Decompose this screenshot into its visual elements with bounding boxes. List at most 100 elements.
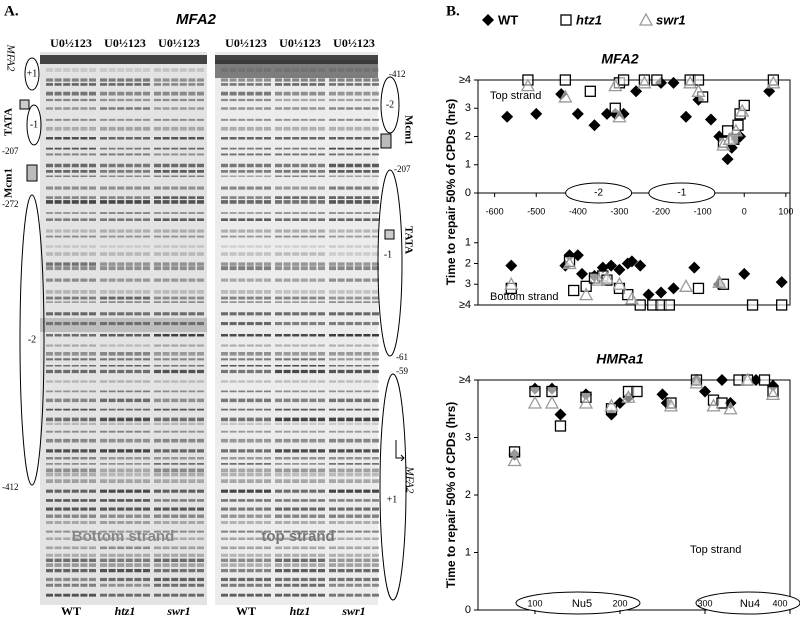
- y-tick-label: ≥4: [459, 74, 471, 86]
- position-label: -412: [389, 69, 406, 79]
- annotation: Top strand: [490, 90, 541, 102]
- point: [704, 113, 717, 126]
- x-tick-label: 200: [612, 598, 627, 608]
- element-label: TATA: [3, 108, 15, 136]
- point: [558, 89, 573, 103]
- nucleosome: [695, 591, 800, 615]
- point: [554, 420, 567, 432]
- point: [663, 398, 679, 412]
- x-tick-label: -600: [486, 206, 504, 216]
- nucleosome: [24, 57, 40, 91]
- point: [692, 74, 705, 86]
- nucleosome-label: -1: [30, 119, 38, 130]
- x-tick-label: -500: [527, 206, 545, 216]
- y-tick-label: 1: [465, 546, 471, 558]
- point: [588, 119, 601, 132]
- y-tick-label: 0: [465, 604, 471, 616]
- point: [667, 282, 680, 295]
- point: [692, 282, 705, 295]
- y-tick-label: 2: [465, 489, 471, 501]
- strain-label: htz1: [115, 604, 136, 618]
- nucleosome-label: Nu4: [740, 598, 760, 610]
- panel-label: B.: [446, 3, 460, 19]
- point: [728, 123, 744, 137]
- point: [563, 249, 576, 262]
- position-label: -272: [2, 199, 19, 209]
- point: [634, 299, 646, 311]
- y-tick-label: 1: [465, 159, 471, 171]
- position-label: -412: [2, 482, 19, 492]
- point: [691, 83, 706, 97]
- gel-title: MFA2: [176, 11, 217, 28]
- nucleosome: [26, 104, 42, 146]
- x-tick-label: 400: [772, 598, 787, 608]
- point: [680, 110, 692, 123]
- point: [554, 408, 567, 421]
- point: [766, 75, 781, 89]
- nucleosome: [565, 182, 633, 204]
- chart-title: MFA2: [601, 51, 639, 67]
- point: [655, 286, 668, 299]
- nucleosome-label: -1: [384, 249, 392, 260]
- point: [715, 374, 728, 386]
- y-axis-label: Time to repair 50% of CPDs (hrs): [444, 99, 458, 286]
- lane-header: U0½123: [158, 36, 200, 50]
- nucleosome: [648, 182, 716, 204]
- nucleosome-label: +1: [27, 68, 38, 79]
- nucleosome: [377, 169, 403, 357]
- gel-smear: [40, 318, 207, 332]
- point: [520, 78, 536, 92]
- point: [527, 395, 543, 409]
- nucleosome: [380, 76, 400, 134]
- point: [617, 74, 630, 86]
- point: [501, 110, 514, 123]
- y-tick-label: 0: [465, 187, 471, 199]
- point: [578, 395, 594, 409]
- plot-frame: [477, 379, 791, 611]
- nucleosome-label: Nu5: [572, 598, 592, 610]
- point: [612, 276, 627, 290]
- point: [559, 74, 572, 86]
- gene-label: MFA2: [403, 466, 415, 494]
- point: [546, 385, 558, 398]
- point: [634, 259, 647, 272]
- point: [530, 107, 543, 120]
- annotation: Bottom strand: [490, 291, 558, 303]
- lane-header: U0½123: [50, 36, 92, 50]
- point: [579, 287, 594, 301]
- point: [740, 372, 755, 386]
- point: [608, 78, 623, 92]
- x-tick-label: -200: [652, 206, 670, 216]
- point: [738, 267, 751, 280]
- point: [775, 276, 788, 289]
- point: [637, 75, 652, 89]
- point: [599, 270, 615, 284]
- point: [584, 85, 596, 97]
- nucleosome: [515, 591, 641, 615]
- point: [571, 249, 584, 262]
- y-tick-label: 2: [465, 257, 471, 269]
- strain-label: swr1: [341, 604, 365, 618]
- position-label: -207: [394, 164, 411, 174]
- position-label: -61: [396, 352, 408, 362]
- annotation: Top strand: [690, 544, 741, 556]
- gene-label: MFA2: [4, 44, 16, 72]
- element-label: TATA: [402, 226, 414, 254]
- y-tick-label: ≥4: [459, 299, 471, 311]
- y-tick-label: 3: [465, 431, 471, 443]
- point: [609, 102, 621, 114]
- point: [651, 74, 663, 86]
- y-tick-label: 1: [465, 237, 471, 249]
- point: [667, 76, 680, 89]
- point: [504, 276, 519, 290]
- panel-label: A.: [4, 3, 19, 19]
- point: [625, 255, 638, 268]
- gel-background: [40, 52, 207, 605]
- point: [721, 153, 734, 166]
- nucleosome-label: +1: [387, 494, 398, 505]
- strain-label: htz1: [290, 604, 311, 618]
- y-tick-label: 2: [465, 130, 471, 142]
- element-label: Mcm1: [402, 115, 414, 145]
- legend-marker: [560, 14, 572, 26]
